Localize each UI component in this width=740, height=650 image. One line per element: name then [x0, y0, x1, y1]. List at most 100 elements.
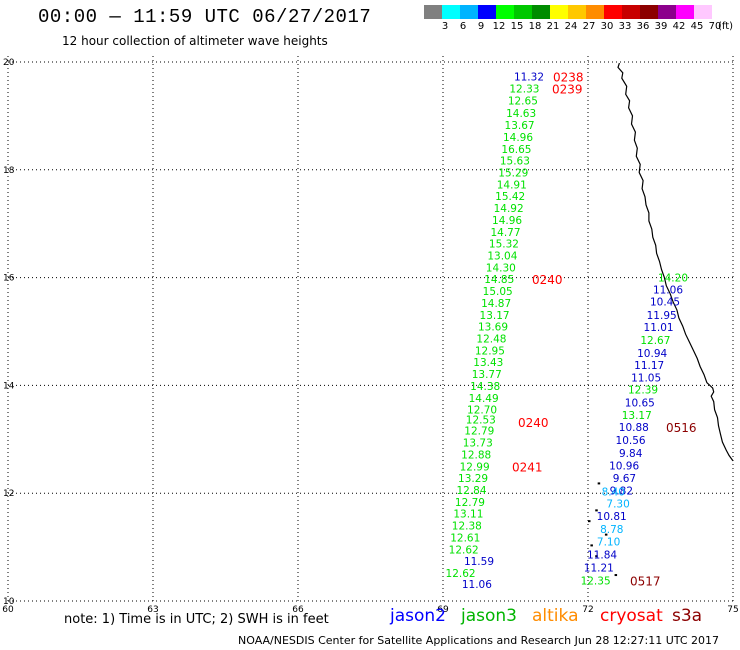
east-track-swh-label: 11.05 [631, 372, 661, 384]
jason3-swh-label: 13.29 [458, 473, 488, 485]
jason2-swh-label: 11.32 [514, 72, 544, 84]
jason3-swh-label: 12.61 [450, 532, 480, 544]
east-track-swh-label: 10.96 [609, 461, 639, 473]
east-track-swh-label: 9.84 [619, 448, 643, 460]
color-scale-label: 27 [582, 21, 596, 32]
india-west-coastline [617, 62, 734, 462]
legend-cryosat: cryosat [600, 606, 663, 626]
jason3-swh-label: 16.65 [501, 144, 531, 156]
legend-s3a: s3a [672, 606, 703, 626]
island [614, 574, 618, 577]
color-scale-label: 24 [564, 21, 578, 32]
east-track-swh-label: 10.88 [619, 422, 649, 434]
east-track-swh-label: 7.10 [597, 537, 620, 549]
jason3-swh-label: 12.79 [455, 497, 485, 509]
jason3-swh-label: 12.65 [508, 95, 538, 107]
jason3-swh-label: 12.53 [466, 414, 496, 426]
color-scale-label: 30 [600, 21, 614, 32]
color-scale-label: 21 [546, 21, 560, 32]
jason3-swh-label: 13.11 [453, 509, 483, 521]
jason3-swh-label: 14.91 [497, 179, 527, 191]
jason3-swh-label: 12.70 [467, 405, 497, 417]
pass-time-label: 0241 [512, 460, 543, 474]
east-track-swh-label: 10.56 [616, 435, 646, 447]
island [597, 482, 601, 485]
jason3-swh-label: 15.63 [500, 156, 530, 168]
east-track-swh-label: 8.40 [602, 487, 625, 499]
color-scale-label: 18 [528, 21, 542, 32]
y-tick-label: 10 [3, 597, 15, 607]
color-scale-swatch [460, 5, 478, 19]
east-track-swh-label: 9.82 [610, 486, 633, 498]
pass-time-label: 0517 [630, 575, 661, 589]
axis-tick-labels: 60 63 66 69 72 75 10 12 14 16 18 20 [2, 58, 738, 615]
jason3-swh-label: 12.79 [464, 426, 494, 438]
color-scale-label: 36 [636, 21, 650, 32]
jason3-swh-label: 13.73 [463, 438, 493, 450]
jason3-swh-label: 12.62 [446, 568, 476, 580]
page-title: 00:00 — 11:59 UTC 06/27/2017 [38, 6, 372, 28]
color-scale-label: 39 [654, 21, 668, 32]
east-track-swh-label: 10.45 [650, 296, 680, 308]
color-scale-label: 9 [477, 21, 485, 32]
lat-lon-grid [7, 56, 734, 602]
color-scale-label: 70 [708, 21, 722, 32]
color-scale-label: 12 [492, 21, 506, 32]
pass-time-label: 0239 [552, 82, 583, 96]
color-scale-label: 45 [690, 21, 704, 32]
color-scale-unit: (ft) [718, 21, 734, 32]
jason3-swh-label: 13.77 [472, 369, 502, 381]
legend-jason3: jason3 [461, 606, 517, 626]
y-tick-label: 20 [3, 58, 15, 68]
east-track-swh-label: 10.94 [637, 348, 667, 360]
credit-line: NOAA/NESDIS Center for Satellite Applica… [238, 634, 720, 647]
color-scale-swatch [622, 5, 640, 19]
east-track-swh-label: 11.95 [647, 310, 677, 322]
island [604, 533, 608, 536]
x-tick-label: 72 [582, 605, 593, 615]
color-scale-swatch [658, 5, 676, 19]
y-tick-label: 12 [3, 489, 14, 499]
island [595, 509, 598, 512]
east-track-swh-label: 11.01 [644, 322, 674, 334]
color-scale-swatch [640, 5, 658, 19]
jason3-swh-label: 12.84 [456, 485, 486, 497]
jason3-swh-label: 12.48 [476, 334, 506, 346]
x-tick-label: 63 [147, 605, 158, 615]
east-track-swh-label: 10.65 [625, 398, 655, 410]
coastline [588, 62, 734, 577]
color-scale-swatch [550, 5, 568, 19]
x-tick-label: 75 [727, 605, 738, 615]
jason2-swh-label: 11.06 [462, 579, 492, 591]
pass-time-label: 0240 [518, 416, 549, 430]
color-scale-swatch [676, 5, 694, 19]
color-scale-swatch [568, 5, 586, 19]
legend-jason2: jason2 [390, 606, 446, 626]
jason3-swh-label: 14.63 [506, 108, 536, 120]
pass-time-label: 0516 [666, 421, 697, 435]
east-track-swh-label: 9.67 [613, 473, 636, 485]
jason3-swh-label: 12.99 [460, 461, 490, 473]
color-scale-label: 33 [618, 21, 632, 32]
east-track-swh-label: 12.67 [640, 335, 670, 347]
east-track-swh-label: 8.78 [600, 524, 623, 536]
east-track-swh-label: 14.20 [658, 273, 688, 285]
y-tick-label: 16 [3, 274, 15, 284]
altimeter-tracks: 12.3312.6514.6313.6714.9616.6515.6315.29… [446, 71, 697, 591]
jason3-swh-label: 14.85 [484, 274, 514, 286]
jason3-swh-label: 12.38 [452, 521, 482, 533]
color-scale-label: 6 [459, 21, 467, 32]
footer-note: note: 1) Time is in UTC; 2) SWH is in fe… [64, 612, 329, 627]
color-scale-swatch [604, 5, 622, 19]
jason3-swh-label: 14.96 [503, 132, 533, 144]
jason3-swh-label: 15.05 [483, 286, 513, 298]
east-track-swh-label: 11.06 [653, 284, 683, 296]
y-tick-label: 14 [3, 381, 15, 391]
jason3-swh-label: 14.77 [490, 227, 520, 239]
x-tick-label: 60 [2, 605, 14, 615]
jason3-swh-label: 15.32 [489, 239, 519, 251]
color-scale-swatch [478, 5, 496, 19]
jason3-swh-label: 14.92 [494, 203, 524, 215]
jason3-swh-label: 12.95 [475, 345, 505, 357]
